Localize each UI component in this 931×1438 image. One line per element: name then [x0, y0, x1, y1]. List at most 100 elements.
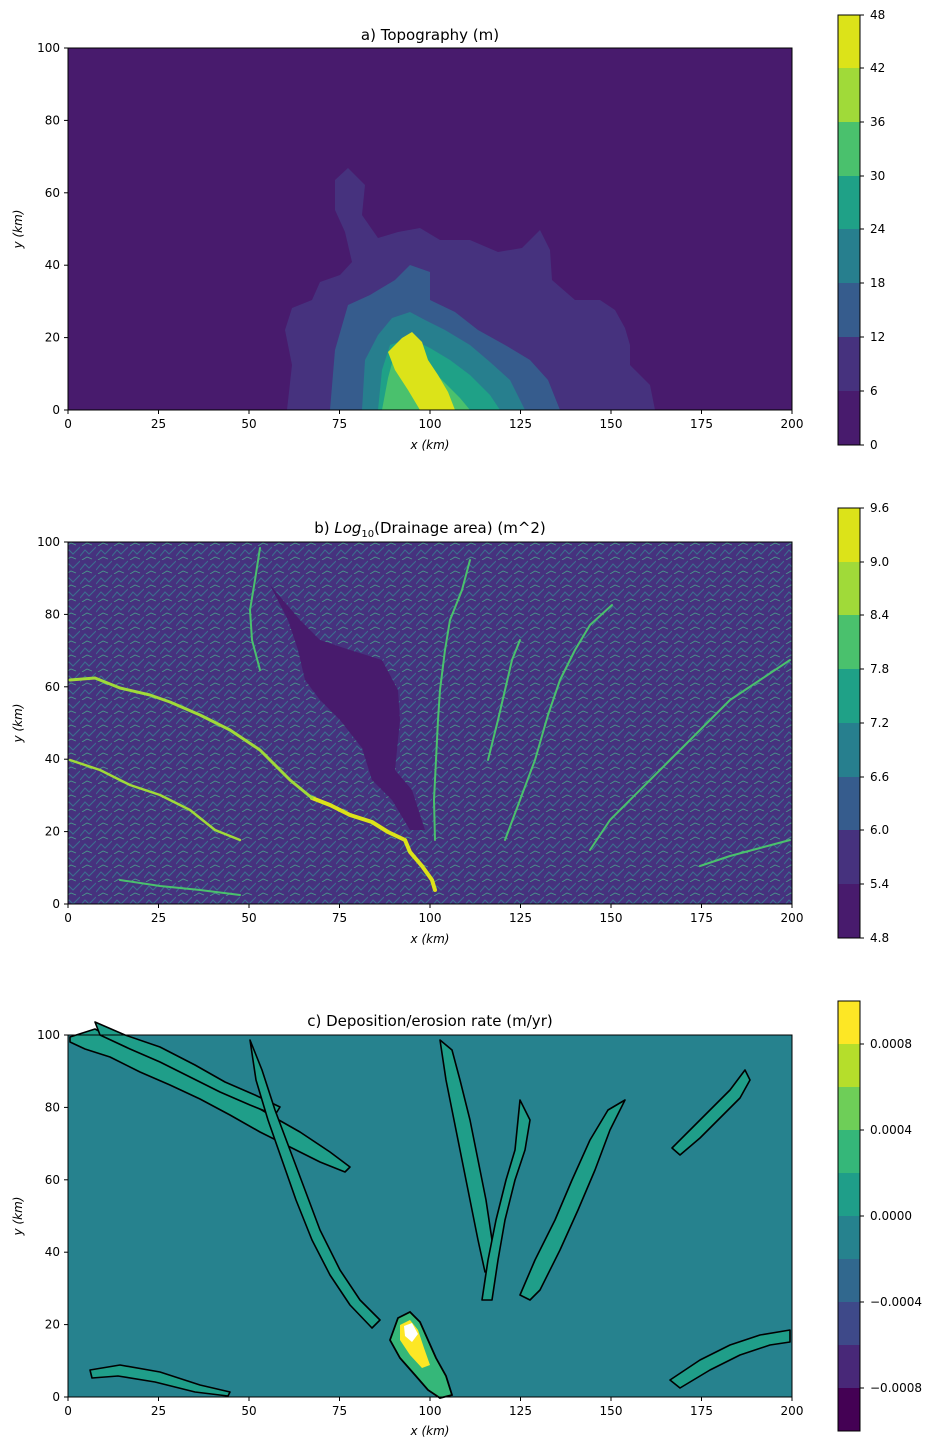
svg-text:200: 200: [781, 1404, 804, 1418]
panel-b-colorbar: 4.8 5.4 6.0 6.6 7.2 7.8 8.4 9.0 9.6: [837, 501, 889, 945]
panel-c-cbar-tick: 0.0008: [860, 1037, 912, 1051]
panel-a-peak: [388, 332, 455, 410]
svg-text:−0.0008: −0.0008: [870, 1381, 922, 1395]
panel-b-channel: [119, 879, 241, 896]
svg-text:36: 36: [870, 115, 885, 129]
panel-c-erosion-white: [404, 1323, 418, 1342]
panel-c-deposition-zone: [249, 1039, 381, 1329]
panel-c-ytick: 100: [37, 1028, 68, 1042]
panel-b-ylabel: y (km): [11, 704, 25, 744]
panel-b-channel: [68, 758, 242, 842]
svg-text:100: 100: [419, 911, 442, 925]
panel-c-colorbar-band: [838, 1302, 860, 1345]
svg-text:7.8: 7.8: [870, 662, 889, 676]
panel-b-ytick: 60: [45, 680, 68, 694]
panel-c-xtick: 25: [151, 1397, 166, 1418]
panel-c-deposition-zone: [89, 1364, 231, 1397]
panel-b-cbar-tick: 6.6: [860, 770, 889, 784]
panel-a-xtick: 0: [64, 410, 72, 431]
panel-c-xtick: 100: [419, 1397, 441, 1418]
panel-b-cbar-tick: 4.8: [860, 931, 889, 945]
panel-a-xtick: 150: [600, 410, 622, 431]
panel-b-cbar-tick: 9.6: [860, 501, 889, 515]
panel-b-cbar-tick: 7.8: [860, 662, 889, 676]
panel-b-ytick: 80: [45, 607, 68, 621]
svg-text:40: 40: [45, 1245, 60, 1259]
panel-b-xtick: 50: [241, 904, 257, 925]
panel-c-colorbar-band: [838, 1044, 860, 1087]
svg-text:0: 0: [64, 1404, 72, 1418]
panel-a-colorbar-ticks: 0 6 12 18 24 30 36 42 48: [860, 8, 885, 452]
panel-a-yticks: 0 20 40 60 80 100: [37, 41, 68, 417]
svg-text:80: 80: [45, 607, 60, 621]
svg-text:50: 50: [241, 417, 256, 431]
svg-text:100: 100: [37, 41, 60, 55]
panel-c-xtick: 200: [781, 1397, 804, 1418]
svg-text:6: 6: [870, 384, 878, 398]
panel-c-ytick: 60: [45, 1173, 68, 1187]
panel-a-cbar-tick: 12: [860, 330, 885, 344]
svg-text:175: 175: [690, 911, 713, 925]
panel-a-xtick: 75: [332, 410, 347, 431]
svg-text:50: 50: [241, 911, 256, 925]
panel-a-ytick: 60: [45, 186, 68, 200]
svg-text:0: 0: [64, 417, 72, 431]
panel-c-deposition-zone: [671, 1069, 751, 1156]
panel-b-plot: [67, 541, 793, 905]
panel-c-colorbar-band: [838, 1259, 860, 1302]
panel-c-xtick: 0: [64, 1397, 72, 1418]
panel-b-channel: [68, 676, 314, 800]
panel-a-cbar-tick: 48: [860, 8, 885, 22]
svg-text:75: 75: [332, 911, 347, 925]
panel-b-colorbar-band: [838, 830, 860, 884]
panel-c-background: [68, 1035, 792, 1397]
svg-text:150: 150: [600, 1404, 623, 1418]
panel-a-xticks: 0 25 50 75 100 125 150 175 200: [64, 410, 803, 431]
panel-c-deposition-zone: [519, 1099, 626, 1301]
panel-c-colorbar-ticks: −0.0008 −0.0004 0.0000 0.0004 0.0008: [860, 1037, 922, 1395]
panel-a-ylabel: y (km): [11, 210, 25, 250]
panel-c-yticks: 0 20 40 60 80 100: [37, 1028, 68, 1404]
panel-c-ytick: 0: [52, 1390, 68, 1404]
svg-text:25: 25: [151, 417, 166, 431]
panel-b-xtick: 100: [419, 904, 442, 925]
panel-b-channel: [589, 659, 791, 851]
svg-text:175: 175: [690, 1404, 713, 1418]
panel-a-colorbar-band: [838, 229, 860, 283]
panel-b-cbar-tick: 7.2: [860, 716, 889, 730]
panel-b-xtick: 125: [509, 904, 532, 925]
panel-b-colorbar-band: [838, 669, 860, 723]
panel-b-colorbar-ticks: 4.8 5.4 6.0 6.6 7.2 7.8 8.4 9.0 9.6: [860, 501, 889, 945]
panel-c-ylabel: y (km): [11, 1197, 25, 1237]
panel-c-cbar-tick: 0.0000: [860, 1209, 912, 1223]
panel-a-colorbar-band: [838, 122, 860, 176]
svg-text:9.0: 9.0: [870, 555, 889, 569]
panel-c-colorbar-band: [838, 1345, 860, 1388]
panel-a-cbar-tick: 0: [860, 438, 878, 452]
panel-c-cbar-tick: −0.0008: [860, 1381, 922, 1395]
panel-b-xlabel: x (km): [410, 932, 450, 946]
panel-a-colorbar-band: [838, 176, 860, 229]
panel-c-colorbar-band: [838, 1001, 860, 1044]
panel-c-deposition-zone: [481, 1099, 531, 1301]
panel-b-colorbar-band: [838, 884, 860, 938]
panel-c-xtick: 125: [509, 1397, 532, 1418]
panel-b-xtick: 75: [332, 904, 347, 925]
panel-a-cbar-tick: 30: [860, 169, 885, 183]
panel-b-title: b) Log10(Drainage area) (m^2): [314, 519, 546, 540]
panel-b: b) Log10(Drainage area) (m^2) 0 25: [11, 501, 889, 946]
svg-text:8.4: 8.4: [870, 608, 889, 622]
panel-a-xtick: 125: [509, 410, 532, 431]
panel-a-ytick: 40: [45, 258, 68, 272]
panel-b-depression: [270, 585, 425, 830]
svg-text:0.0000: 0.0000: [870, 1209, 912, 1223]
panel-a-cbar-tick: 18: [860, 276, 885, 290]
panel-a-xtick: 50: [241, 410, 257, 431]
panel-b-xticks: 0 25 50 75 100 125 150 175 200: [64, 904, 803, 925]
svg-text:80: 80: [45, 113, 60, 127]
panel-b-cbar-tick: 6.0: [860, 823, 889, 837]
panel-a-title: a) Topography (m): [361, 26, 499, 44]
svg-text:80: 80: [45, 1100, 60, 1114]
panel-b-channel: [504, 604, 613, 841]
